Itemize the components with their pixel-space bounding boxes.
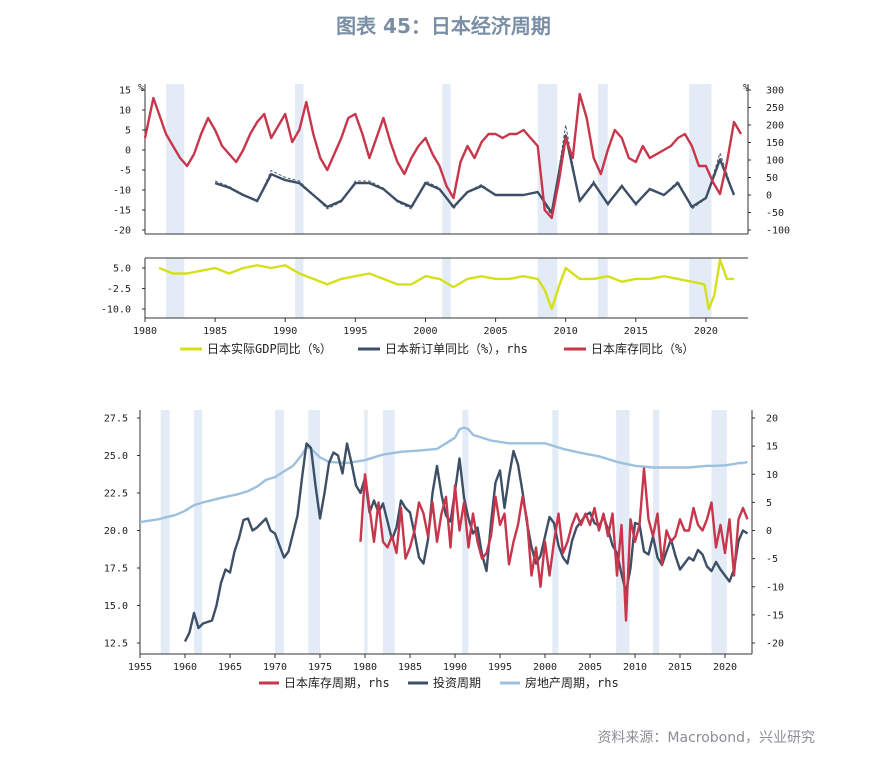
bottom-x-tick-label: 2005 bbox=[578, 662, 602, 673]
bottom-left-tick-label: 22.5 bbox=[104, 489, 128, 500]
bottom-right-tick-label: 20 bbox=[766, 414, 778, 425]
top-x-tick-label: 2005 bbox=[484, 326, 508, 337]
recession-band-lower bbox=[166, 258, 185, 318]
bottom-right-tick-label: -5 bbox=[766, 554, 778, 565]
bottom-left-tick-label: 20.0 bbox=[104, 526, 128, 537]
recession-band-upper bbox=[442, 84, 451, 234]
upper-left-tick-label: -10 bbox=[113, 186, 131, 197]
bottom-legend-label: 房地产周期，rhs bbox=[525, 675, 619, 690]
top-x-tick-label: 2000 bbox=[413, 326, 437, 337]
upper-right-tick-label: 0 bbox=[766, 191, 772, 202]
recession-band bbox=[160, 410, 170, 654]
lower-left-tick-label: 5.0 bbox=[113, 264, 131, 275]
recession-band bbox=[194, 410, 203, 654]
bottom-legend-label: 投资周期 bbox=[433, 675, 481, 690]
bottom-left-tick-label: 17.5 bbox=[104, 564, 128, 575]
top-legend-label: 日本库存同比（%） bbox=[591, 341, 694, 356]
top-chart: % %151050-5-10-15-20300250200150100500-50… bbox=[101, 83, 790, 356]
bottom-x-tick-label: 1990 bbox=[443, 662, 467, 673]
bottom-right-tick-label: -10 bbox=[766, 582, 784, 593]
inventory-cycle-line bbox=[359, 467, 749, 622]
bottom-x-tick-label: 1995 bbox=[488, 662, 512, 673]
upper-left-unit: % bbox=[138, 83, 144, 94]
recession-band-lower bbox=[537, 258, 558, 318]
upper-right-tick-label: -100 bbox=[766, 226, 790, 237]
bottom-right-tick-label: -15 bbox=[766, 610, 784, 621]
top-x-tick-label: 1990 bbox=[273, 326, 297, 337]
top-legend-label: 日本实际GDP同比（%） bbox=[207, 341, 332, 356]
bottom-left-tick-label: 27.5 bbox=[104, 414, 128, 425]
upper-left-tick-label: -15 bbox=[113, 206, 131, 217]
top-legend-label: 日本新订单同比（%），rhs bbox=[385, 341, 528, 356]
recession-band bbox=[653, 410, 660, 654]
upper-right-tick-label: 200 bbox=[766, 121, 784, 132]
recession-band bbox=[308, 410, 320, 654]
bottom-right-tick-label: -20 bbox=[766, 639, 784, 650]
bottom-right-tick-label: 15 bbox=[766, 442, 778, 453]
bottom-x-tick-label: 1985 bbox=[398, 662, 422, 673]
bottom-chart: 27.525.022.520.017.515.012.520151050-5-1… bbox=[104, 410, 784, 690]
recession-band bbox=[275, 410, 284, 654]
upper-left-tick-label: -20 bbox=[113, 226, 131, 237]
upper-right-tick-label: 100 bbox=[766, 156, 784, 167]
upper-right-tick-label: 50 bbox=[766, 173, 778, 184]
upper-left-tick-label: 5 bbox=[125, 126, 131, 137]
top-x-tick-label: 2010 bbox=[554, 326, 578, 337]
bottom-right-tick-label: 10 bbox=[766, 470, 778, 481]
lower-left-tick-label: -2.5 bbox=[107, 284, 131, 295]
bottom-left-tick-label: 25.0 bbox=[104, 451, 128, 462]
recession-band-upper bbox=[295, 84, 304, 234]
top-x-tick-label: 2020 bbox=[694, 326, 718, 337]
bottom-right-tick-label: 0 bbox=[766, 526, 772, 537]
lower-left-tick-label: -10.0 bbox=[101, 305, 131, 316]
bottom-x-tick-label: 1975 bbox=[308, 662, 332, 673]
bottom-x-tick-label: 1980 bbox=[353, 662, 377, 673]
bottom-x-tick-label: 1960 bbox=[173, 662, 197, 673]
bottom-x-tick-label: 2015 bbox=[668, 662, 692, 673]
orders-line bbox=[214, 134, 736, 214]
upper-left-tick-label: 10 bbox=[119, 106, 131, 117]
bottom-left-tick-label: 15.0 bbox=[104, 601, 128, 612]
recession-band-upper bbox=[597, 84, 608, 234]
recession-band-lower bbox=[442, 258, 451, 318]
upper-left-tick-label: 0 bbox=[125, 146, 131, 157]
bottom-left-tick-label: 12.5 bbox=[104, 639, 128, 650]
recession-band-lower bbox=[597, 258, 608, 318]
bottom-x-tick-label: 2000 bbox=[533, 662, 557, 673]
upper-left-tick-label: -5 bbox=[119, 166, 131, 177]
upper-right-unit: % bbox=[743, 83, 749, 94]
recession-band bbox=[462, 410, 469, 654]
recession-band bbox=[364, 410, 368, 654]
recession-band-lower bbox=[295, 258, 304, 318]
bottom-x-tick-label: 1965 bbox=[218, 662, 242, 673]
top-x-tick-label: 1985 bbox=[203, 326, 227, 337]
top-x-tick-label: 1995 bbox=[343, 326, 367, 337]
recession-band-upper bbox=[166, 84, 185, 234]
source-note: 资料来源：Macrobond，兴业研究 bbox=[597, 730, 815, 746]
upper-left-tick-label: 15 bbox=[119, 86, 131, 97]
bottom-legend-label: 日本库存周期，rhs bbox=[284, 675, 390, 690]
recession-band-lower bbox=[689, 258, 712, 318]
recession-band-upper bbox=[689, 84, 712, 234]
upper-right-tick-label: -50 bbox=[766, 208, 784, 219]
bottom-x-tick-label: 1970 bbox=[263, 662, 287, 673]
upper-right-tick-label: 300 bbox=[766, 86, 784, 97]
chart-title: 图表 45：日本经济周期 bbox=[336, 14, 551, 38]
upper-right-tick-label: 150 bbox=[766, 138, 784, 149]
bottom-right-tick-label: 5 bbox=[766, 498, 772, 509]
bottom-x-tick-label: 2010 bbox=[623, 662, 647, 673]
upper-right-tick-label: 250 bbox=[766, 103, 784, 114]
bottom-x-tick-label: 1955 bbox=[128, 662, 152, 673]
bottom-x-tick-label: 2020 bbox=[713, 662, 737, 673]
recession-band bbox=[383, 410, 395, 654]
property-cycle-line bbox=[139, 426, 748, 524]
gdp-line bbox=[158, 258, 734, 311]
investment-cycle-line bbox=[183, 442, 749, 643]
top-x-tick-label: 1980 bbox=[133, 326, 157, 337]
inventory-line bbox=[143, 92, 743, 220]
top-x-tick-label: 2015 bbox=[624, 326, 648, 337]
